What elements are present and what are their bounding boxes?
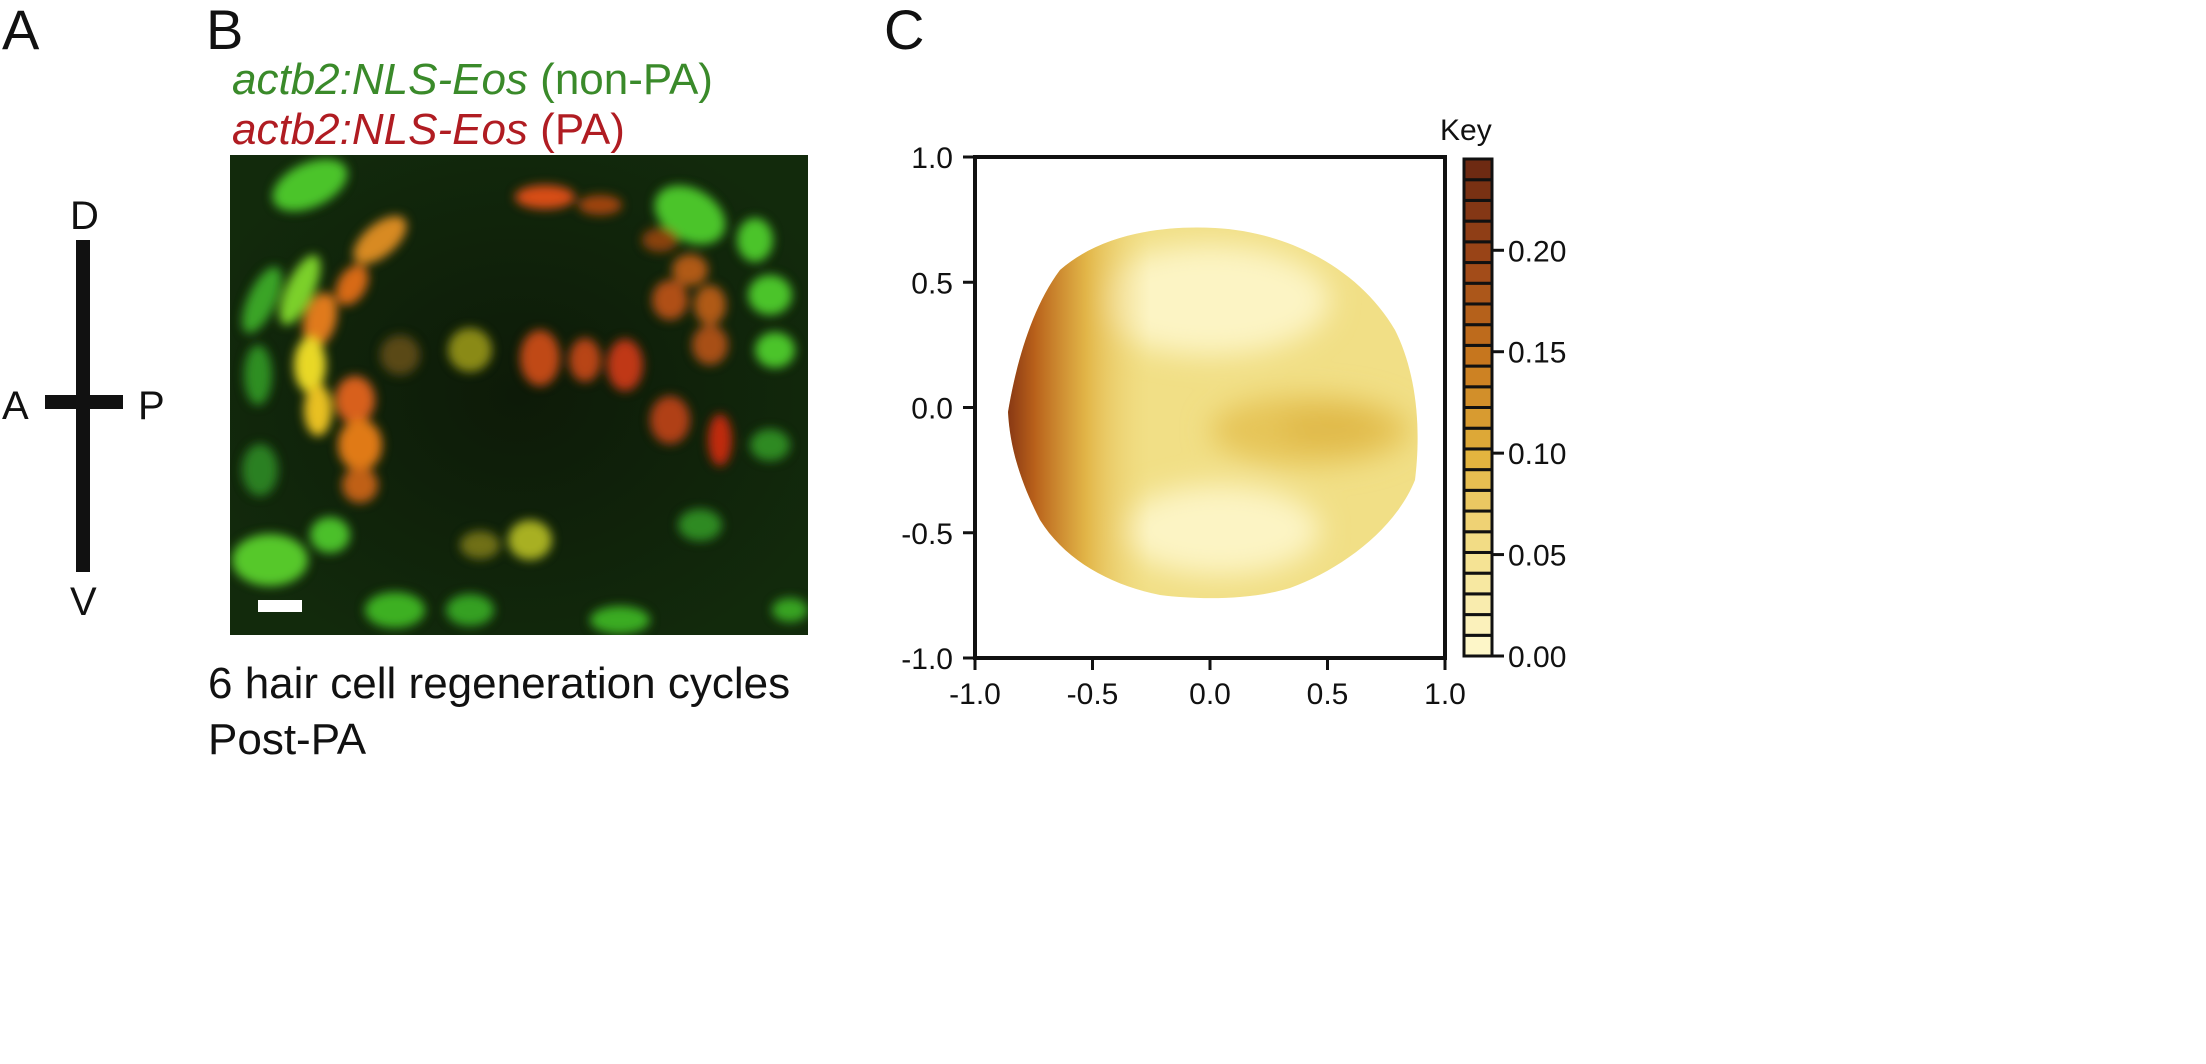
colorbar-level xyxy=(1462,323,1494,347)
colorbar-level xyxy=(1462,592,1494,617)
colorbar-level xyxy=(1462,240,1494,265)
colorbar-level xyxy=(1462,550,1494,575)
colorbar-title: Key xyxy=(1440,114,1492,147)
colorbar-tick-label: 0.20 xyxy=(1508,235,1566,268)
legend-non-pa-suffix: (non-PA) xyxy=(527,55,713,104)
colorbar-level xyxy=(1462,281,1494,306)
colorbar-level xyxy=(1462,406,1494,430)
axis-dorsal-label: D xyxy=(70,194,99,238)
y-tick-label: 0.5 xyxy=(911,267,953,300)
colorbar-level xyxy=(1462,468,1494,492)
colorbar-level xyxy=(1462,426,1494,451)
colorbar-level xyxy=(1462,261,1494,285)
colorbar-level xyxy=(1462,447,1494,472)
scale-bar xyxy=(258,600,302,612)
colorbar-level xyxy=(1462,343,1494,368)
colorbar-level xyxy=(1462,157,1494,182)
colorbar-level xyxy=(1462,613,1494,637)
colorbar-level xyxy=(1462,364,1494,389)
colorbar-level xyxy=(1462,530,1494,554)
y-tick-label: 0.0 xyxy=(911,393,953,426)
colorbar-tick-label: 0.10 xyxy=(1508,438,1566,471)
colorbar-level xyxy=(1462,219,1494,244)
x-tick-label: -0.5 xyxy=(1067,678,1119,711)
y-tick-label: -0.5 xyxy=(901,518,953,551)
caption-line-1: 6 hair cell regeneration cycles xyxy=(208,659,791,708)
colorbar-level xyxy=(1462,633,1494,658)
x-tick-label: 1.0 xyxy=(1424,678,1466,711)
panel-a-label: A xyxy=(2,0,40,61)
colorbar-tick-label: 0.05 xyxy=(1508,540,1566,573)
colorbar-level xyxy=(1462,178,1494,202)
panel-c-label: C xyxy=(884,0,925,61)
colorbar-level xyxy=(1462,302,1494,327)
colorbar-tick-label: 0.15 xyxy=(1508,337,1566,370)
colorbar-level xyxy=(1462,509,1494,534)
legend-pa-suffix: (PA) xyxy=(527,105,625,154)
x-tick-label: 0.0 xyxy=(1189,678,1231,711)
legend-pa-construct: actb2:NLS-Eos xyxy=(232,105,528,154)
colorbar-level xyxy=(1462,198,1494,223)
axis-ventral-label: V xyxy=(70,580,97,624)
colorbar-level xyxy=(1462,571,1494,596)
panel-b-label: B xyxy=(206,0,244,61)
axis-posterior-label: P xyxy=(138,384,165,428)
colorbar-tick-label: 0.00 xyxy=(1508,641,1566,674)
legend-non-pa-construct: actb2:NLS-Eos xyxy=(232,55,528,104)
x-tick-label: 0.5 xyxy=(1307,678,1349,711)
caption-line-2: Post-PA xyxy=(208,715,367,764)
x-tick-label: -1.0 xyxy=(949,678,1001,711)
legend-pa: actb2:NLS-Eos (PA) xyxy=(232,108,625,152)
ap-axis-bar xyxy=(45,395,123,409)
axis-anterior-label: A xyxy=(2,384,29,428)
y-tick-label: 1.0 xyxy=(911,142,953,175)
legend-non-pa: actb2:NLS-Eos (non-PA) xyxy=(232,58,713,102)
colorbar-level xyxy=(1462,488,1494,513)
y-tick-label: -1.0 xyxy=(901,643,953,676)
colorbar-level xyxy=(1462,385,1494,409)
